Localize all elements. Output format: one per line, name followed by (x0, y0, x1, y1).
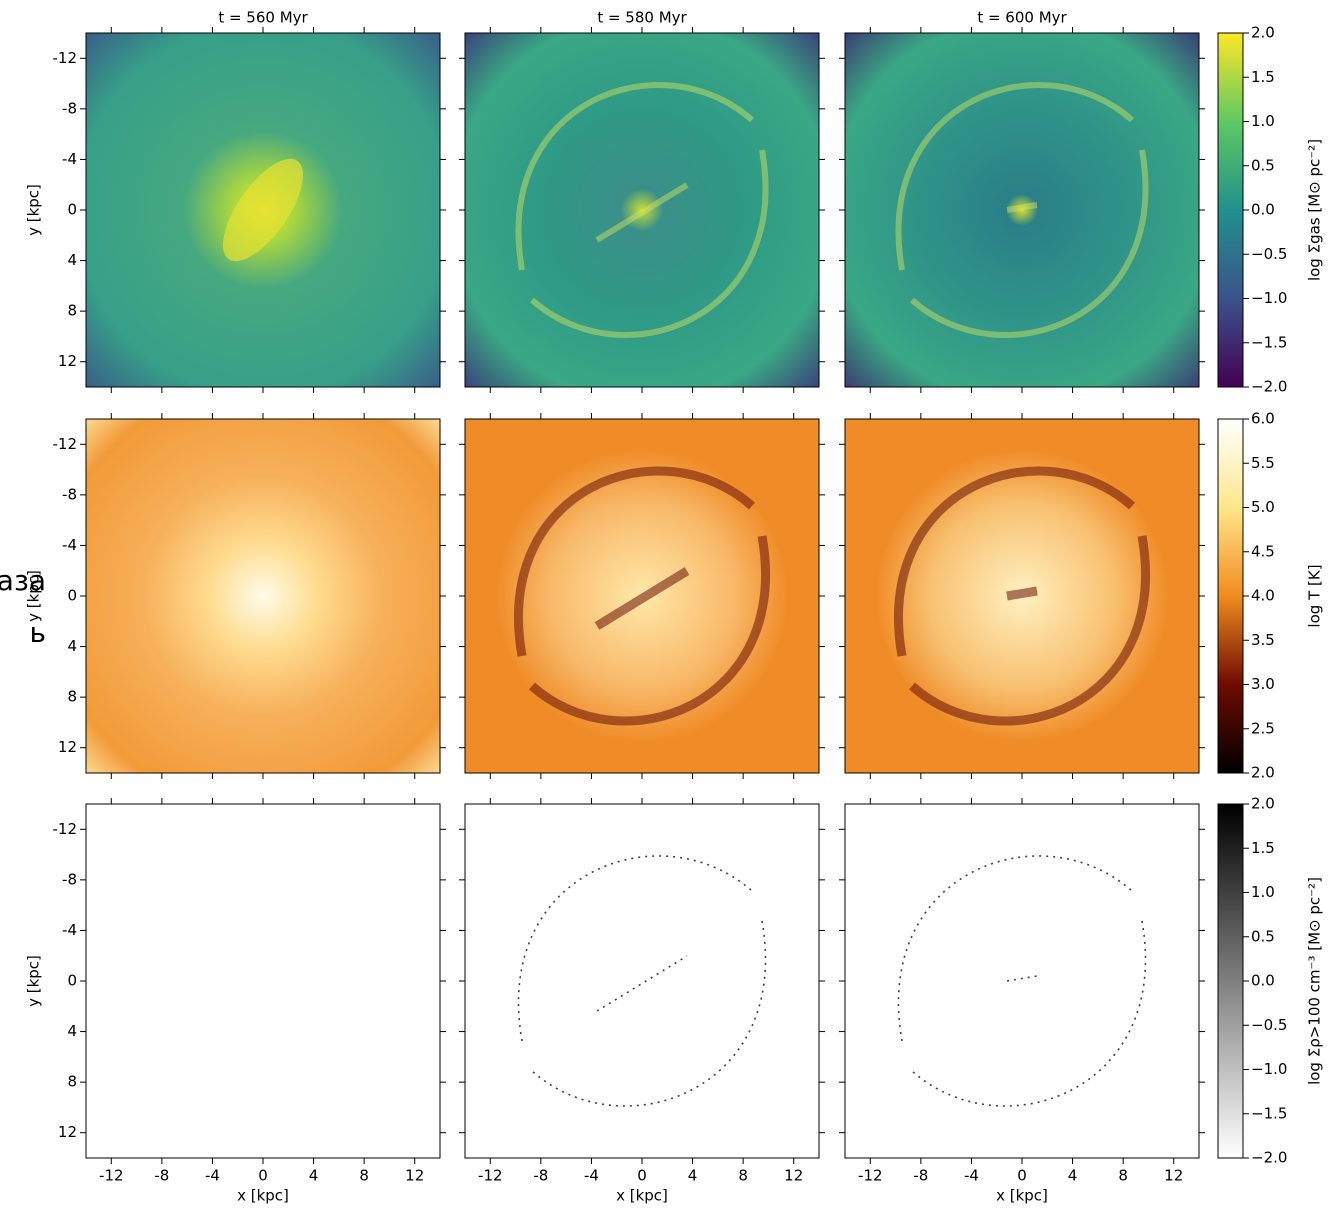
y-tick-label: -4 (62, 150, 77, 168)
x-tick-label: -12 (99, 1167, 124, 1185)
colorbar-tick-label: 1.5 (1251, 68, 1275, 86)
y-tick-label: 12 (58, 738, 77, 756)
x-tick-label: 8 (738, 1167, 748, 1185)
x-tick-label: 12 (405, 1167, 424, 1185)
colorbar-label: log Σgas [M⊙ pc⁻²] (1306, 139, 1324, 281)
x-tick-label: 4 (309, 1167, 319, 1185)
y-tick-label: -12 (53, 820, 78, 838)
colorbar-tick-label: 2.0 (1251, 795, 1275, 813)
colorbar-tick-label: −2.0 (1251, 1149, 1287, 1167)
colorbar-tick-label: 1.5 (1251, 839, 1275, 857)
panel-image (465, 804, 819, 1158)
y-tick-label: 4 (67, 1022, 77, 1040)
y-axis-label: y [kpc] (25, 955, 43, 1007)
x-tick-label: -8 (913, 1167, 928, 1185)
x-tick-label: 0 (1017, 1167, 1027, 1185)
y-tick-label: 4 (67, 251, 77, 269)
colorbar-tick-label: 2.5 (1251, 719, 1275, 737)
y-tick-label: -12 (53, 49, 78, 67)
colorbar (1218, 419, 1243, 773)
colorbar-tick-label: 6.0 (1251, 410, 1275, 428)
y-tick-label: 8 (67, 302, 77, 320)
colorbar-tick-label: 0.0 (1251, 201, 1275, 219)
y-tick-label: 4 (67, 637, 77, 655)
colorbar-label: log Σρ>100 cm⁻³ [M⊙ pc⁻²] (1306, 877, 1324, 1085)
colorbar-tick-label: −1.5 (1251, 333, 1287, 351)
y-tick-label: -12 (53, 435, 78, 453)
colorbar-tick-label: −1.5 (1251, 1104, 1287, 1122)
colorbar-tick-label: 2.0 (1251, 764, 1275, 782)
x-tick-label: 4 (688, 1167, 698, 1185)
colorbar-label: log T [K] (1306, 564, 1324, 627)
colorbar-tick-label: 0.5 (1251, 156, 1275, 174)
colorbar-tick-label: −1.0 (1251, 289, 1287, 307)
x-axis-label: x [kpc] (237, 1187, 289, 1205)
colorbar-tick-label: −0.5 (1251, 1016, 1287, 1034)
x-tick-label: -12 (478, 1167, 503, 1185)
colorbar-tick-label: 4.5 (1251, 542, 1275, 560)
x-axis-label: x [kpc] (996, 1187, 1048, 1205)
y-tick-label: 0 (67, 587, 77, 605)
y-tick-label: -8 (62, 485, 77, 503)
x-tick-label: -8 (154, 1167, 169, 1185)
x-tick-label: 12 (784, 1167, 803, 1185)
colorbar-tick-label: 3.0 (1251, 675, 1275, 693)
x-tick-label: 12 (1164, 1167, 1183, 1185)
colorbar-tick-label: 0.0 (1251, 972, 1275, 990)
colorbar-tick-label: −1.0 (1251, 1060, 1287, 1078)
colorbar-tick-label: −2.0 (1251, 378, 1287, 396)
x-tick-label: -12 (858, 1167, 883, 1185)
x-axis-label: x [kpc] (616, 1187, 668, 1205)
colorbar-tick-label: 5.5 (1251, 454, 1275, 472)
x-tick-label: -4 (964, 1167, 979, 1185)
y-tick-label: -4 (62, 536, 77, 554)
panel-image (845, 804, 1199, 1158)
x-tick-label: -4 (205, 1167, 220, 1185)
colorbar (1218, 804, 1243, 1158)
x-tick-label: 8 (1118, 1167, 1128, 1185)
colorbar-tick-label: 3.5 (1251, 631, 1275, 649)
y-tick-label: 12 (58, 1123, 77, 1141)
y-tick-label: 0 (67, 972, 77, 990)
y-tick-label: -8 (62, 99, 77, 117)
y-tick-label: 0 (67, 201, 77, 219)
y-axis-label: y [kpc] (25, 184, 43, 236)
y-tick-label: 12 (58, 352, 77, 370)
y-tick-label: 8 (67, 688, 77, 706)
colorbar-tick-label: 5.0 (1251, 498, 1275, 516)
colorbar-tick-label: −0.5 (1251, 245, 1287, 263)
bar-core (1007, 591, 1037, 596)
column-title: t = 560 Myr (218, 9, 308, 27)
colorbar (1218, 33, 1243, 387)
x-tick-label: -8 (533, 1167, 548, 1185)
colorbar-tick-label: 4.0 (1251, 587, 1275, 605)
colorbar-tick-label: 1.0 (1251, 883, 1275, 901)
y-axis-label: y [kpc] (25, 570, 43, 622)
column-title: t = 580 Myr (597, 9, 687, 27)
x-tick-label: 4 (1068, 1167, 1078, 1185)
x-tick-label: 0 (637, 1167, 647, 1185)
colorbar-tick-label: 0.5 (1251, 927, 1275, 945)
x-tick-label: 8 (359, 1167, 369, 1185)
colorbar-tick-label: 1.0 (1251, 112, 1275, 130)
column-title: t = 600 Myr (977, 9, 1067, 27)
x-tick-label: 0 (258, 1167, 268, 1185)
y-tick-label: -8 (62, 870, 77, 888)
y-tick-label: 8 (67, 1073, 77, 1091)
figure: аза ь -12-8-404812t = 560 Myrt = 580 Myr… (0, 0, 1334, 1210)
x-tick-label: -4 (584, 1167, 599, 1185)
y-tick-label: -4 (62, 921, 77, 939)
panel-image (86, 804, 440, 1158)
colorbar-tick-label: 2.0 (1251, 24, 1275, 42)
panel-image (86, 419, 440, 773)
